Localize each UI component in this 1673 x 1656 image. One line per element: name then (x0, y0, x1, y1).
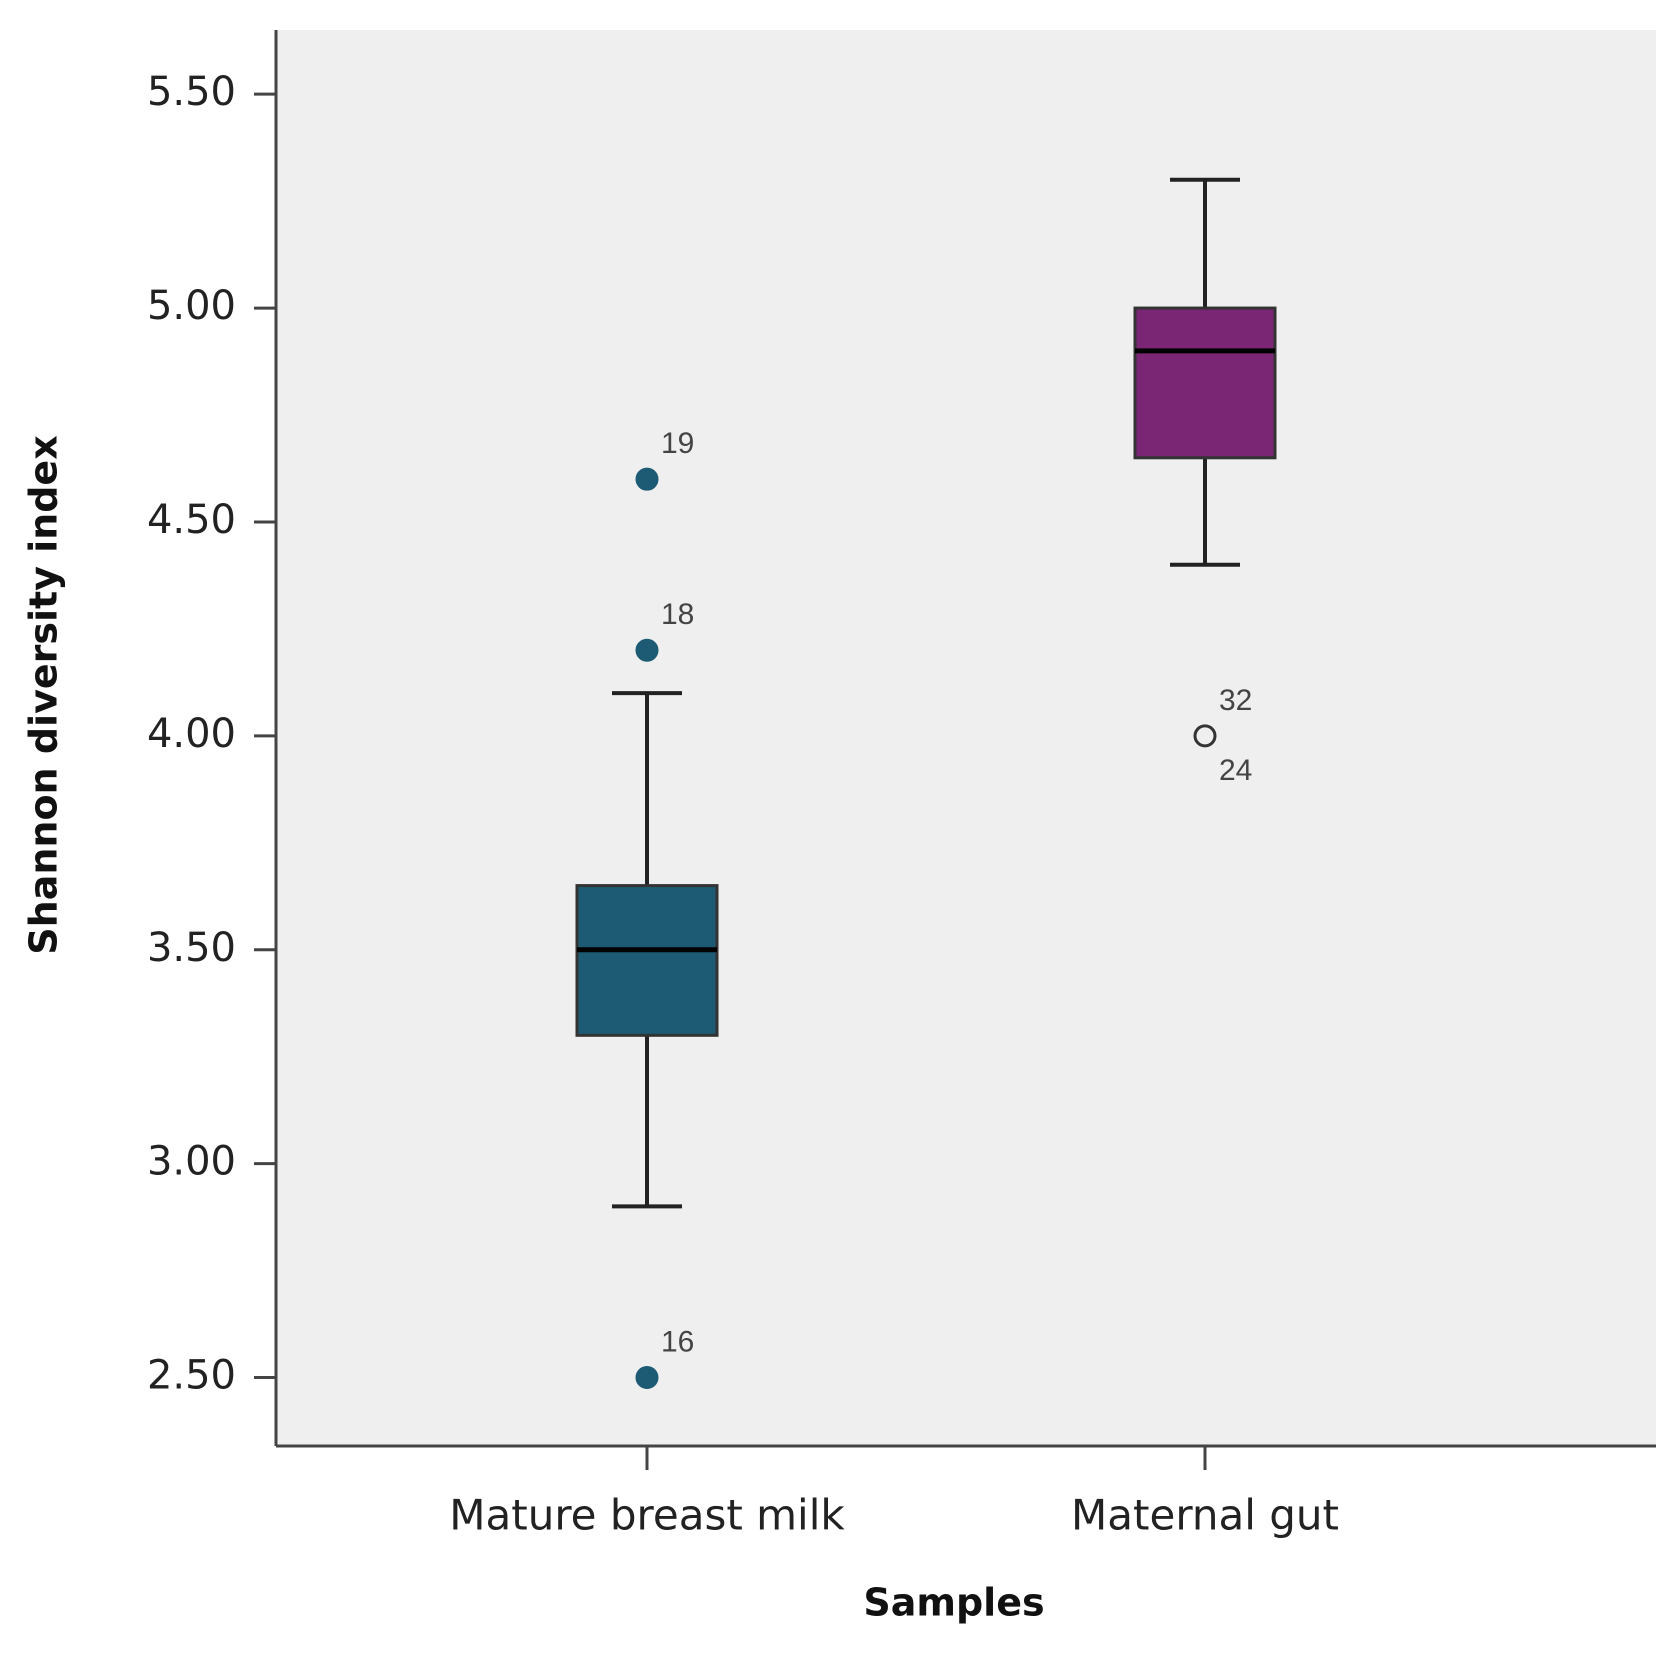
outlier-label: 18 (661, 598, 694, 631)
y-axis-title: Shannon diversity index (22, 435, 66, 954)
y-tick-label: 4.00 (147, 711, 236, 757)
outlier (1193, 724, 1217, 748)
y-tick-label: 5.50 (147, 69, 236, 115)
y-tick-label: 3.00 (147, 1139, 236, 1185)
outlier (635, 638, 659, 662)
outlier-label: 24 (1219, 754, 1252, 787)
x-tick-label: Maternal gut (1071, 1491, 1339, 1540)
outlier-label: 19 (661, 427, 694, 460)
box (575, 884, 719, 1037)
outlier-label: 16 (661, 1325, 694, 1358)
x-tick-label: Mature breast milk (449, 1491, 845, 1540)
plot-area (276, 30, 1656, 1446)
y-tick-label: 2.50 (147, 1353, 236, 1399)
y-tick-label: 4.50 (147, 497, 236, 543)
outlier-label: 32 (1219, 684, 1252, 717)
box (1133, 306, 1277, 460)
outlier (635, 1366, 659, 1390)
outlier (635, 467, 659, 491)
x-axis-title: Samples (863, 1581, 1044, 1625)
y-tick-label: 3.50 (147, 925, 236, 971)
y-tick-label: 5.00 (147, 283, 236, 329)
